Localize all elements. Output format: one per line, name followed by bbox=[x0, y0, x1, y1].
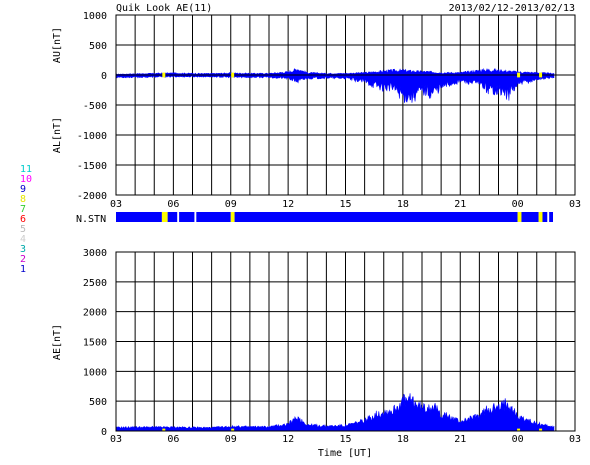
ae-y-ticks: 3000 2500 2000 1500 1000 500 0 bbox=[83, 248, 107, 438]
y-tick-label: 500 bbox=[89, 397, 107, 408]
legend-station-label: 11 bbox=[20, 164, 32, 175]
station-segment bbox=[549, 212, 554, 222]
station-segment bbox=[542, 212, 548, 222]
ae-grid bbox=[116, 251, 575, 432]
ae-highlight-mark bbox=[231, 428, 235, 431]
ae-highlights bbox=[162, 428, 543, 431]
y-tick-label: -1000 bbox=[77, 131, 107, 142]
legend-station-label: 1 bbox=[20, 264, 26, 275]
legend-station-label: 10 bbox=[20, 174, 32, 185]
legend-station-label: 3 bbox=[20, 244, 26, 255]
au-al-panel: 1000 500 0 -500 -1000 -1500 -2000 03 06 09 12 15 18… bbox=[52, 11, 581, 210]
x-tick-label: 03 bbox=[110, 434, 122, 445]
station-segment bbox=[234, 212, 518, 222]
au-al-highlights bbox=[162, 72, 543, 78]
ae-x-ticks: 03 06 09 12 15 18 21 00 03 bbox=[110, 434, 581, 445]
x-tick-label: 00 bbox=[512, 434, 524, 445]
al-area bbox=[115, 74, 555, 103]
au-al-highlight-mark bbox=[517, 72, 521, 78]
y-tick-label: -2000 bbox=[77, 191, 107, 202]
y-tick-label: 2000 bbox=[83, 308, 107, 319]
x-tick-label: 06 bbox=[167, 434, 179, 445]
ae-plot-border bbox=[115, 251, 576, 432]
x-tick-label: 21 bbox=[454, 434, 466, 445]
station-segment bbox=[517, 212, 522, 222]
ae-highlight-mark bbox=[162, 428, 166, 431]
y-tick-label: 0 bbox=[101, 427, 107, 438]
chart-title: Quik Look AE(11) bbox=[116, 3, 212, 14]
legend-station-label: 9 bbox=[20, 184, 26, 195]
ae-highlight-mark bbox=[539, 428, 543, 431]
station-segment bbox=[521, 212, 539, 222]
x-tick-label: 09 bbox=[225, 199, 237, 210]
legend-station-label: 6 bbox=[20, 214, 26, 225]
date-range: 2013/02/12-2013/02/13 bbox=[449, 3, 575, 14]
station-segment bbox=[161, 212, 168, 222]
au-al-x-ticks: 03 06 09 12 15 18 21 00 03 bbox=[110, 199, 581, 210]
time-axis-label: Time [UT] bbox=[318, 448, 372, 459]
y-tick-label: 2500 bbox=[83, 278, 107, 289]
y-tick-label: 1500 bbox=[83, 338, 107, 349]
y-tick-label: -500 bbox=[83, 101, 107, 112]
station-strip-label: N.STN bbox=[76, 214, 106, 225]
station-segment bbox=[179, 212, 195, 222]
station-segment bbox=[167, 212, 178, 222]
ae-axis-label: AE[nT] bbox=[52, 324, 63, 360]
y-tick-label: 3000 bbox=[83, 248, 107, 259]
station-segment bbox=[538, 212, 543, 222]
x-tick-label: 09 bbox=[225, 434, 237, 445]
y-tick-label: 1000 bbox=[83, 367, 107, 378]
x-tick-label: 06 bbox=[167, 199, 179, 210]
x-tick-label: 00 bbox=[512, 199, 524, 210]
station-segment bbox=[230, 212, 235, 222]
y-tick-label: -1500 bbox=[77, 161, 107, 172]
station-segment bbox=[196, 212, 231, 222]
station-segment bbox=[116, 212, 162, 222]
y-tick-label: 1000 bbox=[83, 11, 107, 22]
au-axis-label: AU[nT] bbox=[52, 27, 63, 63]
legend-station-label: 2 bbox=[20, 254, 26, 265]
au-al-highlight-mark bbox=[539, 72, 543, 78]
x-tick-label: 03 bbox=[569, 199, 581, 210]
au-al-plot-border bbox=[115, 14, 576, 196]
x-tick-label: 18 bbox=[397, 434, 409, 445]
y-tick-label: 0 bbox=[101, 71, 107, 82]
y-tick-label: 500 bbox=[89, 41, 107, 52]
legend-station-label: 5 bbox=[20, 224, 26, 235]
x-tick-label: 12 bbox=[282, 434, 294, 445]
station-segments bbox=[116, 212, 554, 222]
x-tick-label: 15 bbox=[339, 199, 351, 210]
station-count-strip: N.STN bbox=[76, 212, 554, 225]
legend-station-label: 4 bbox=[20, 234, 26, 245]
au-al-y-ticks: 1000 500 0 -500 -1000 -1500 -2000 bbox=[77, 11, 107, 202]
ae-area bbox=[115, 393, 555, 432]
legend-station-label: 8 bbox=[20, 194, 26, 205]
x-tick-label: 03 bbox=[569, 434, 581, 445]
au-area bbox=[115, 67, 555, 76]
x-tick-label: 03 bbox=[110, 199, 122, 210]
legend-station-label: 7 bbox=[20, 204, 26, 215]
x-tick-label: 12 bbox=[282, 199, 294, 210]
x-tick-label: 21 bbox=[454, 199, 466, 210]
al-axis-label: AL[nT] bbox=[52, 117, 63, 153]
x-tick-label: 15 bbox=[339, 434, 351, 445]
au-al-highlight-mark bbox=[162, 72, 166, 78]
au-al-highlight-mark bbox=[231, 72, 235, 78]
x-tick-label: 18 bbox=[397, 199, 409, 210]
ae-highlight-mark bbox=[517, 428, 521, 431]
